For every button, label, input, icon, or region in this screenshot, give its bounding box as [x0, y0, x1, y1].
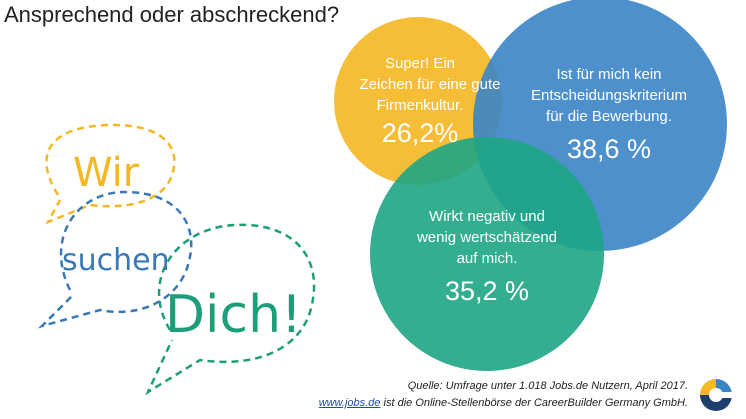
speech-bubble-yellow	[45, 123, 176, 225]
source-note: Quelle: Umfrage unter 1.018 Jobs.de Nutz…	[319, 378, 688, 412]
bubble-word-wir: Wir	[73, 150, 140, 196]
label-negative-line3: auf mich.	[457, 250, 518, 267]
label-neutral: Ist für mich kein Entscheidungskriterium…	[531, 66, 687, 164]
label-negative-line1: Wirkt negativ und	[429, 208, 545, 225]
label-neutral-line1: Ist für mich kein	[556, 66, 661, 83]
jobs-de-link[interactable]: www.jobs.de	[318, 397, 381, 409]
circle-negative	[370, 137, 604, 371]
speech-bubble-blue	[37, 190, 193, 329]
bubble-word-suchen: suchen	[62, 243, 170, 278]
publisher-text: ist die Online-Stellenbörse der CareerBu…	[380, 397, 688, 409]
publisher-line: www.jobs.de ist die Online-Stellenbörse …	[319, 395, 688, 412]
label-positive-line1: Super! Ein	[385, 55, 455, 72]
value-negative: 35,2 %	[445, 276, 529, 306]
label-positive-line2: Zeichen für eine gute	[360, 76, 501, 93]
value-positive: 26,2%	[382, 118, 459, 148]
page-title: Ansprechend oder abschreckend?	[4, 2, 340, 27]
careerbuilder-logo-icon	[700, 379, 733, 411]
label-positive: Super! Ein Zeichen für eine gute Firmenk…	[360, 55, 501, 148]
label-positive-line3: Firmenkultur.	[377, 97, 464, 114]
value-neutral: 38,6 %	[567, 134, 651, 164]
speech-bubble-green	[145, 223, 316, 396]
speech-bubbles	[37, 123, 316, 396]
label-negative-line2: wenig wertschätzend	[416, 229, 557, 246]
venn-circles	[334, 0, 727, 371]
label-neutral-line2: Entscheidungskriterium	[531, 87, 687, 104]
bubble-word-dich: Dich!	[165, 285, 302, 345]
label-neutral-line3: für die Bewerbung.	[546, 108, 672, 125]
source-line: Quelle: Umfrage unter 1.018 Jobs.de Nutz…	[407, 380, 688, 392]
label-negative: Wirkt negativ und wenig wertschätzend au…	[416, 208, 557, 306]
